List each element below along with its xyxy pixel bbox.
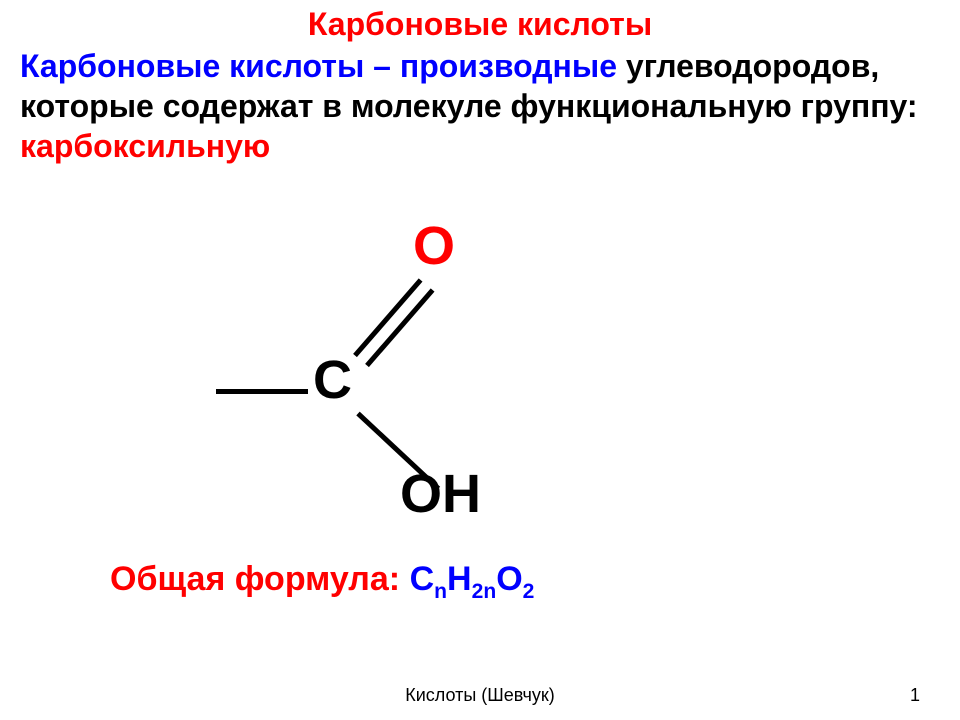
formula-part: 2n xyxy=(472,580,497,603)
formula-prefix: Общая формула: xyxy=(110,560,410,598)
page-number: 1 xyxy=(910,685,920,706)
formula-part: C xyxy=(410,560,435,598)
structure-diagram: O C OH xyxy=(130,215,550,535)
atom-o-top: O xyxy=(413,215,455,277)
bond-c-oh xyxy=(356,412,440,491)
formula-part: H xyxy=(447,560,472,598)
atom-oh: OH xyxy=(400,463,481,525)
definition-tail: карбоксильную xyxy=(20,128,270,164)
formula-part: n xyxy=(434,580,447,603)
general-formula: Общая формула: CnH2nO2 xyxy=(110,560,534,599)
slide-title: Карбоновые кислоты xyxy=(0,6,960,43)
formula-part: O xyxy=(496,560,522,598)
bond-r-c xyxy=(216,389,308,394)
formula-part: 2 xyxy=(523,580,535,603)
definition-block: Карбоновые кислоты – производные углевод… xyxy=(20,46,940,166)
definition-lead: Карбоновые кислоты – производные xyxy=(20,48,617,84)
slide: Карбоновые кислоты Карбоновые кислоты – … xyxy=(0,0,960,720)
formula-body: CnH2nO2 xyxy=(410,560,535,598)
atom-c: C xyxy=(313,349,352,411)
footer-text: Кислоты (Шевчук) xyxy=(0,685,960,706)
